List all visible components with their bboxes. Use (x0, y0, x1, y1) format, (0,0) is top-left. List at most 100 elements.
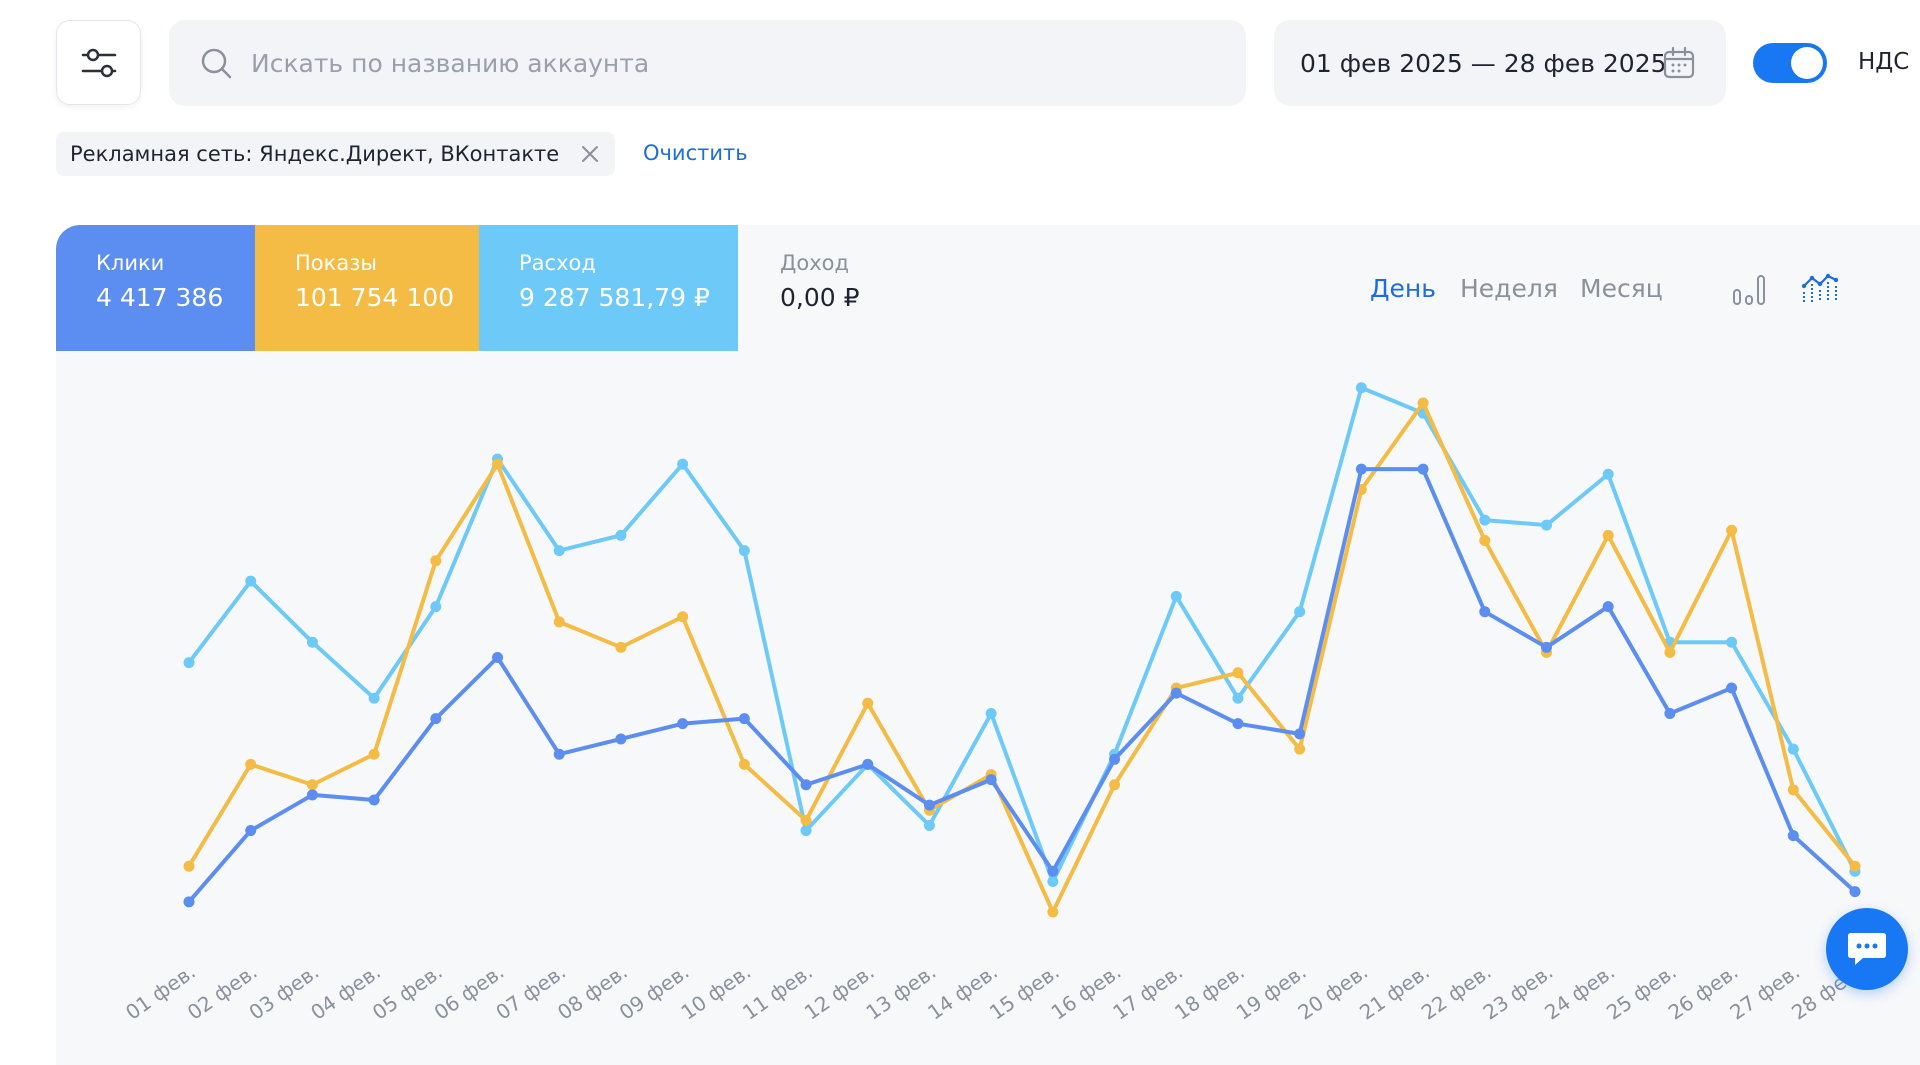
x-tick-label: 24 фев. (1540, 959, 1619, 1024)
data-point[interactable] (677, 458, 689, 470)
data-point[interactable] (1726, 524, 1738, 536)
data-point[interactable] (1540, 641, 1552, 653)
metric-impressions[interactable]: Показы 101 754 100 (255, 225, 479, 351)
data-point[interactable] (1170, 590, 1182, 602)
data-point[interactable] (1232, 718, 1244, 730)
data-point[interactable] (677, 611, 689, 623)
period-day-tab[interactable]: День (1370, 274, 1436, 303)
data-point[interactable] (1417, 397, 1429, 409)
data-point[interactable] (245, 758, 257, 770)
data-point[interactable] (923, 819, 935, 831)
data-point[interactable] (553, 616, 565, 628)
data-point[interactable] (183, 896, 195, 908)
data-point[interactable] (738, 545, 750, 557)
data-point[interactable] (368, 692, 380, 704)
vat-toggle[interactable] (1753, 43, 1827, 83)
data-point[interactable] (1726, 682, 1738, 694)
data-point[interactable] (615, 641, 627, 653)
data-point[interactable] (985, 707, 997, 719)
data-point[interactable] (368, 794, 380, 806)
x-tick-label: 25 фев. (1602, 959, 1681, 1024)
data-point[interactable] (862, 758, 874, 770)
data-point[interactable] (862, 697, 874, 709)
data-point[interactable] (923, 799, 935, 811)
data-point[interactable] (245, 825, 257, 837)
data-point[interactable] (615, 733, 627, 745)
data-point[interactable] (183, 657, 195, 669)
data-point[interactable] (1479, 514, 1491, 526)
x-tick-label: 03 фев. (245, 959, 324, 1024)
data-point[interactable] (183, 860, 195, 872)
data-point[interactable] (738, 713, 750, 725)
data-point[interactable] (1602, 468, 1614, 480)
data-point[interactable] (1047, 906, 1059, 918)
data-point[interactable] (1294, 606, 1306, 618)
data-point[interactable] (1232, 667, 1244, 679)
data-point[interactable] (245, 575, 257, 587)
metric-value: 4 417 386 (96, 283, 224, 312)
close-icon[interactable] (579, 143, 601, 165)
metric-spend[interactable]: Расход 9 287 581,79 ₽ (479, 225, 738, 351)
date-range-picker[interactable]: 01 фев 2025 — 28 фев 2025 (1274, 20, 1726, 106)
period-month-tab[interactable]: Месяц (1580, 274, 1663, 303)
data-point[interactable] (1047, 865, 1059, 877)
line-chart-icon[interactable] (1800, 270, 1840, 306)
data-point[interactable] (1355, 382, 1367, 394)
data-point[interactable] (1479, 606, 1491, 618)
data-point[interactable] (1109, 779, 1121, 791)
data-point[interactable] (1787, 743, 1799, 755)
data-point[interactable] (492, 652, 504, 663)
data-point[interactable] (1479, 534, 1491, 546)
metric-income[interactable]: Доход 0,00 ₽ (738, 225, 958, 351)
chat-button[interactable] (1826, 908, 1908, 990)
data-point[interactable] (1849, 886, 1861, 898)
data-point[interactable] (1849, 860, 1861, 872)
data-point[interactable] (492, 458, 504, 470)
x-tick-label: 02 фев. (183, 959, 262, 1024)
data-point[interactable] (1726, 636, 1738, 648)
calendar-icon (1663, 46, 1695, 79)
period-week-tab[interactable]: Неделя (1460, 274, 1558, 303)
data-point[interactable] (553, 748, 565, 760)
data-point[interactable] (800, 779, 812, 791)
metric-clicks[interactable]: Клики 4 417 386 (56, 225, 255, 351)
data-point[interactable] (1355, 463, 1367, 475)
bar-chart-icon[interactable] (1730, 272, 1770, 308)
data-point[interactable] (1047, 875, 1059, 887)
data-point[interactable] (677, 718, 689, 730)
x-tick-label: 07 фев. (491, 959, 570, 1024)
data-point[interactable] (1664, 707, 1676, 719)
data-point[interactable] (1602, 529, 1614, 541)
data-point[interactable] (1294, 728, 1306, 740)
x-tick-label: 17 фев. (1108, 959, 1187, 1024)
data-point[interactable] (1294, 743, 1306, 755)
data-point[interactable] (1232, 692, 1244, 704)
data-point[interactable] (1417, 463, 1429, 475)
data-point[interactable] (615, 529, 627, 541)
data-point[interactable] (1664, 646, 1676, 658)
series-line (187, 401, 1857, 914)
search-input[interactable] (249, 47, 1153, 79)
clear-filters-link[interactable]: Очистить (643, 141, 748, 165)
data-point[interactable] (306, 636, 318, 648)
data-point[interactable] (306, 789, 318, 801)
data-point[interactable] (1787, 784, 1799, 796)
data-point[interactable] (368, 748, 380, 760)
data-point[interactable] (800, 814, 812, 826)
data-point[interactable] (1170, 687, 1182, 699)
data-point[interactable] (985, 774, 997, 786)
data-point[interactable] (430, 601, 442, 613)
data-point[interactable] (800, 825, 812, 837)
filter-settings-button[interactable] (56, 20, 141, 105)
data-point[interactable] (1787, 830, 1799, 842)
data-point[interactable] (430, 555, 442, 567)
data-point[interactable] (306, 779, 318, 791)
search-field[interactable] (169, 20, 1246, 106)
data-point[interactable] (1109, 753, 1121, 765)
data-point[interactable] (1540, 519, 1552, 531)
data-point[interactable] (430, 713, 442, 725)
data-point[interactable] (553, 545, 565, 557)
data-point[interactable] (738, 758, 750, 770)
data-point[interactable] (1602, 601, 1614, 613)
